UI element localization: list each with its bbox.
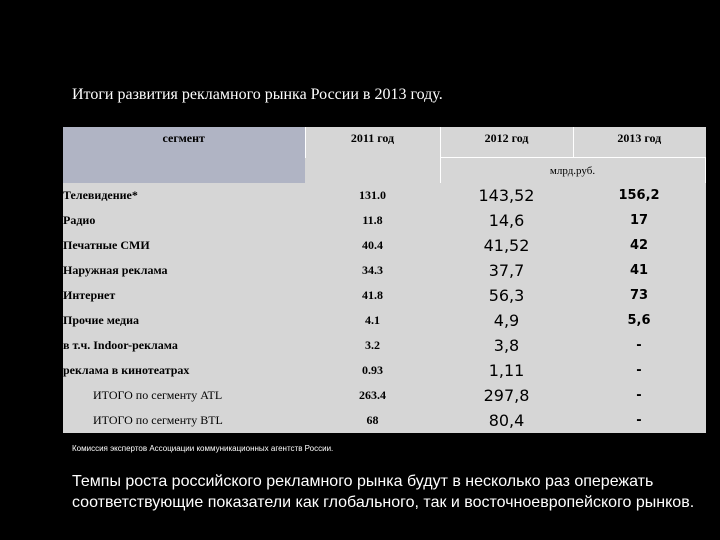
- header-segment-spacer: [63, 157, 305, 183]
- table-row: Телевидение* 131.0 143,52 156,2: [63, 183, 705, 208]
- cell-2011: 4.1: [365, 313, 380, 327]
- cell-2012: 143,52: [478, 186, 535, 205]
- cell-2013: 73: [629, 288, 649, 303]
- table-row: ИТОГО по сегменту BTL 68 80,4 -: [63, 408, 705, 433]
- cell-2013: 156,2: [618, 188, 660, 203]
- table-row: Радио 11.8 14,6 17: [63, 208, 705, 233]
- table-row: Наружная реклама 34.3 37,7 41: [63, 258, 705, 283]
- table-row: реклама в кинотеатрах 0.93 1,11 -: [63, 358, 705, 383]
- cell-2013: -: [636, 338, 642, 353]
- header-2013: 2013 год: [572, 127, 705, 158]
- cell-2012: 297,8: [483, 386, 530, 405]
- cell-segment: реклама в кинотеатрах: [63, 363, 190, 377]
- cell-2011: 131.0: [359, 188, 386, 202]
- unit-spacer: [305, 158, 440, 184]
- unit-label: млрд.руб.: [439, 157, 706, 183]
- cell-2013: 42: [629, 238, 649, 253]
- cell-2011: 68: [366, 413, 379, 427]
- header-2012: 2012 год: [439, 127, 573, 158]
- cell-2012: 3,8: [493, 336, 520, 355]
- cell-2011: 40.4: [362, 238, 383, 252]
- table-row: ИТОГО по сегменту ATL 263.4 297,8 -: [63, 383, 705, 408]
- slide-title: Итоги развития рекламного рынка России в…: [72, 86, 443, 103]
- cell-2013: -: [636, 363, 642, 378]
- cell-2011: 41.8: [362, 288, 383, 302]
- cell-2012: 1,11: [488, 361, 525, 380]
- cell-2011: 263.4: [359, 388, 386, 402]
- cell-segment: Печатные СМИ: [63, 238, 150, 252]
- cell-2011: 0.93: [362, 363, 383, 377]
- cell-2012: 56,3: [488, 286, 525, 305]
- table-unit-row: млрд.руб.: [63, 157, 706, 184]
- header-segment: сегмент: [63, 127, 305, 158]
- cell-2012: 4,9: [493, 311, 520, 330]
- table-row: Печатные СМИ 40.4 41,52 42: [63, 233, 705, 258]
- cell-2012: 14,6: [488, 211, 525, 230]
- footer-text: Темпы роста российского рекламного рынка…: [72, 473, 695, 511]
- table-row: Прочие медиа 4.1 4,9 5,6: [63, 308, 705, 333]
- cell-2012: 37,7: [488, 261, 525, 280]
- cell-2012: 41,52: [483, 236, 530, 255]
- cell-segment: Прочие медиа: [63, 313, 140, 327]
- table-row: в т.ч. Indoor-реклама 3.2 3,8 -: [63, 333, 705, 358]
- cell-2011: 3.2: [365, 338, 380, 352]
- cell-2013: -: [636, 388, 642, 403]
- cell-2011: 11.8: [362, 213, 383, 227]
- cell-segment: Наружная реклама: [63, 263, 168, 277]
- cell-2013: 17: [629, 213, 649, 228]
- cell-segment: Интернет: [63, 288, 116, 302]
- cell-2013: -: [636, 413, 642, 428]
- table-header-row: сегмент 2011 год 2012 год 2013 год: [63, 127, 705, 158]
- cell-segment: ИТОГО по сегменту BTL: [93, 413, 223, 427]
- header-2011: 2011 год: [304, 127, 440, 158]
- cell-segment: Радио: [63, 213, 96, 227]
- table-row: Интернет 41.8 56,3 73: [63, 283, 705, 308]
- cell-2012: 80,4: [488, 411, 525, 430]
- cell-2013: 41: [629, 263, 649, 278]
- cell-2011: 34.3: [362, 263, 383, 277]
- ad-market-table: сегмент 2011 год 2012 год 2013 год млрд.…: [63, 127, 706, 433]
- cell-2013: 5,6: [627, 313, 651, 328]
- cell-segment: в т.ч. Indoor-реклама: [63, 338, 178, 352]
- cell-segment: Телевидение*: [63, 188, 138, 202]
- source-note: Комиссия экспертов Ассоциации коммуникац…: [72, 444, 334, 453]
- cell-segment: ИТОГО по сегменту ATL: [93, 388, 223, 402]
